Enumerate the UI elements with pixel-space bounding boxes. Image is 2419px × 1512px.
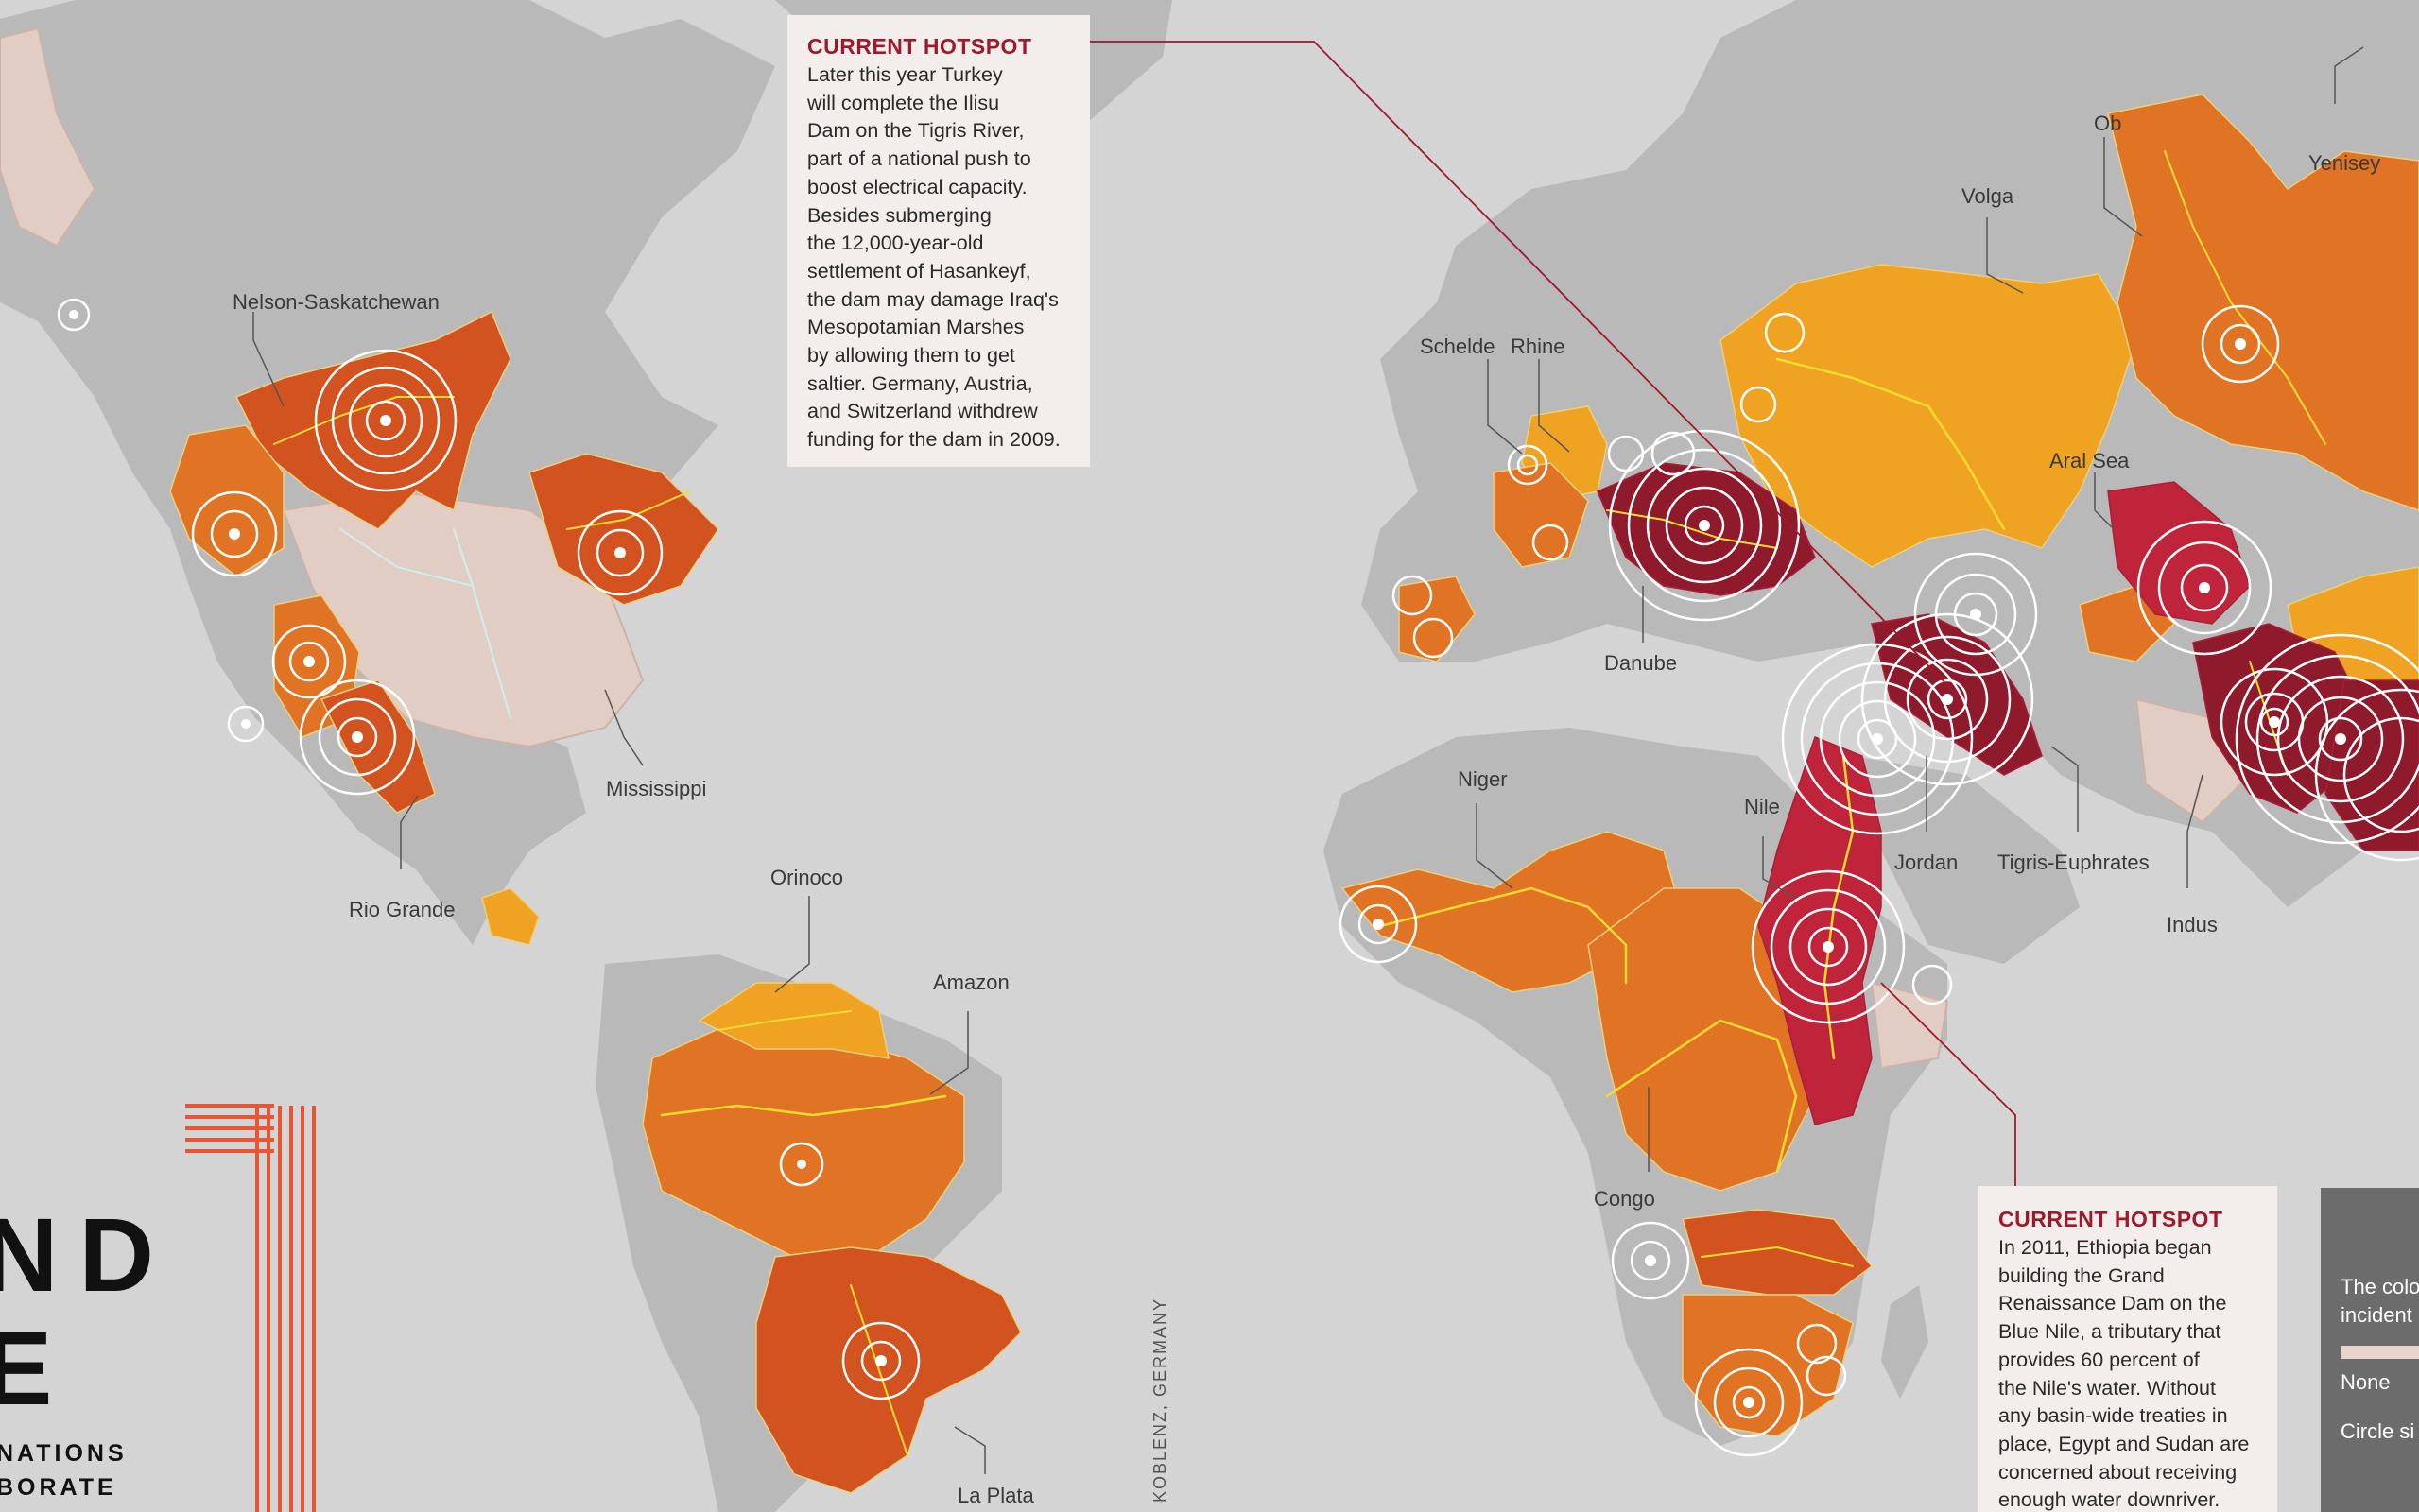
great-lakes-basin [528, 453, 719, 606]
legend-circle-label: Circle si [2341, 1419, 2415, 1443]
label-danube: Danube [1604, 651, 1677, 675]
circle-volga [1739, 312, 1806, 423]
circle-ob [2201, 304, 2280, 384]
uk-land [1427, 340, 1494, 444]
circle-ganges-east [2314, 688, 2419, 862]
circle-nelson [314, 349, 458, 492]
circle-iberia [1391, 575, 1454, 659]
legend-swatch-label: None [2341, 1370, 2391, 1394]
river-amazon [660, 1094, 947, 1117]
circle-dots [69, 310, 2346, 1408]
circle-ganges [2235, 633, 2419, 845]
ob-basin [2107, 94, 2419, 511]
label-schelde: Schelde [1420, 335, 1495, 358]
label-rhine: Rhine [1511, 335, 1564, 358]
map-credit: KOBLENZ, GERMANY [1150, 1297, 1169, 1503]
label-volga: Volga [1961, 184, 2014, 208]
river-ob [2164, 150, 2326, 445]
basin-labels: Nelson-Saskatchewan Mississippi Rio Gran… [233, 112, 2380, 1507]
label-amazon: Amazon [933, 971, 1010, 994]
circle-columbia [191, 490, 278, 577]
legend-panel: The colo incident None Circle si [2321, 1188, 2419, 1512]
hotspot-heading: CURRENT HOTSPOT [807, 34, 1032, 59]
title-decoration [185, 1104, 316, 1512]
circle-schelde [1516, 454, 1539, 476]
title-line-1: ND [0, 1197, 175, 1314]
river-missouri [339, 528, 474, 587]
label-congo: Congo [1594, 1187, 1655, 1211]
title-line-2: E [0, 1311, 74, 1427]
river-orinoco [717, 1010, 852, 1031]
circle-france [1531, 524, 1569, 561]
label-ob: Ob [2094, 112, 2121, 135]
label-jordan: Jordan [1894, 850, 1958, 874]
label-nile: Nile [1744, 795, 1780, 818]
circle-nile [1751, 869, 1906, 1024]
hotspot-note-tigris: CURRENT HOTSPOT Later this year Turkey w… [787, 15, 1090, 467]
orinoco-basin [698, 982, 890, 1059]
aral-sea-basin [2107, 481, 2251, 625]
label-tigris-euphrates: Tigris-Euphrates [1997, 850, 2150, 874]
medium-basins [169, 94, 2419, 1494]
river-nelson [273, 396, 455, 445]
circle-colorado [271, 624, 347, 699]
alaska-basins [0, 26, 96, 248]
label-aral-sea: Aral Sea [2049, 449, 2130, 472]
river-niger [1378, 886, 1628, 985]
river-parana [850, 1284, 908, 1456]
zambezi-basin [1682, 1209, 1874, 1296]
circle-amazon [779, 1142, 824, 1187]
circle-aral [2136, 520, 2272, 656]
label-niger: Niger [1458, 767, 1508, 791]
madagascar-land [1881, 1285, 1928, 1399]
label-la-plata: La Plata [958, 1484, 1034, 1507]
nelson-saskatchewan-basin [234, 310, 511, 530]
conflict-circles [57, 298, 2419, 1457]
hotspot-body: Later this year Turkey will complete the… [807, 63, 1061, 452]
river-volga [1775, 357, 2006, 531]
river-congo [1605, 1019, 1798, 1174]
columbia-basin [169, 424, 285, 577]
circle-great-lakes [577, 509, 664, 596]
label-nelson-saskatchewan: Nelson-Saskatchewan [233, 290, 440, 314]
subtitle-line-1: NATIONS [0, 1440, 128, 1467]
leader-lines [252, 46, 2364, 1474]
hotspot-heading: CURRENT HOTSPOT [1998, 1207, 2223, 1231]
circle-zambezi [1796, 1323, 1847, 1397]
circle-rhine [1507, 431, 1696, 486]
label-orinoco: Orinoco [770, 866, 843, 889]
subtitle-line-2: BORATE [0, 1474, 117, 1501]
hotspot-connectors [1090, 41, 2016, 1186]
legend-text-line-1: The colo [2341, 1275, 2419, 1298]
central-asia-beige [2134, 697, 2252, 824]
river-mississippi [453, 528, 511, 719]
circle-south-africa [1694, 1348, 1804, 1457]
circle-rio-grande [299, 679, 416, 796]
label-indus: Indus [2167, 913, 2218, 936]
circle-danube [1608, 429, 1801, 622]
circle-tigris [1860, 612, 2034, 786]
southern-africa-basins [1682, 1294, 1854, 1437]
label-rio-grande: Rio Grande [349, 898, 456, 921]
river-danube [1606, 509, 1778, 549]
legend-swatch-none [2341, 1346, 2419, 1359]
river-st-lawrence [566, 490, 691, 530]
hotspot-note-nile: CURRENT HOTSPOT In 2011, Ethiopia began … [1978, 1186, 2277, 1512]
france-basin [1493, 462, 1589, 568]
circle-alaska [57, 298, 91, 332]
label-mississippi: Mississippi [606, 777, 706, 800]
label-yenisey: Yenisey [2308, 151, 2380, 175]
la-plata-basin [755, 1246, 1022, 1494]
circle-congo [1611, 1221, 1690, 1300]
circle-horn [1911, 964, 1953, 1005]
central-america-basins [481, 887, 540, 946]
hotspot-body: In 2011, Ethiopia began building the Gra… [1998, 1236, 2250, 1512]
circle-la-plata [841, 1321, 921, 1400]
river-zambezi [1701, 1246, 1854, 1267]
river-nile [1823, 754, 1855, 1060]
legend-text-line-2: incident [2341, 1303, 2412, 1327]
circle-california [227, 705, 265, 743]
circle-niger [1339, 885, 1418, 964]
